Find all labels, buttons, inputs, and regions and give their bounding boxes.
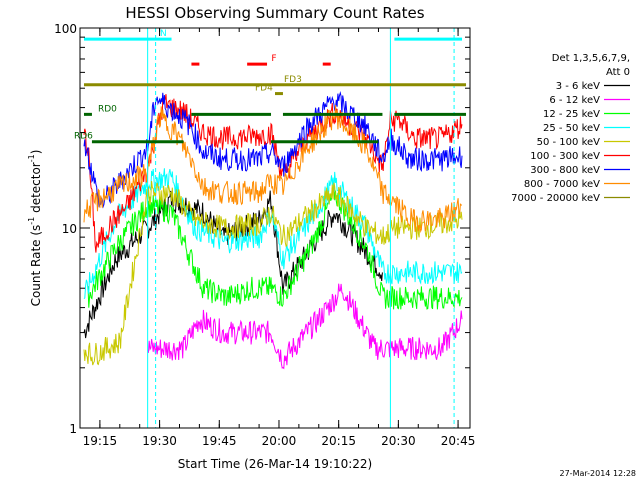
series-line-7 bbox=[83, 104, 463, 234]
x-tick-label-1: 19:30 bbox=[142, 434, 177, 448]
legend-label-8: 7000 - 20000 keV bbox=[511, 193, 600, 204]
legend-header-1: Det 1,3,5,6,7,9, bbox=[552, 53, 630, 64]
chart-title: HESSI Observing Summary Count Rates bbox=[125, 4, 424, 22]
flag-label-n: N bbox=[160, 29, 167, 39]
y-axis-label: Count Rate (s-1 detector-1) bbox=[27, 150, 43, 307]
flag-label-fd3: FD3 bbox=[284, 75, 302, 85]
legend-label-7: 800 - 7000 keV bbox=[524, 179, 600, 190]
legend-label-0: 3 - 6 keV bbox=[556, 81, 600, 92]
flag-layer: N F FD3 FD4 RD0 RD6 bbox=[74, 29, 467, 144]
x-tick-label-0: 19:15 bbox=[83, 434, 118, 448]
legend-label-5: 100 - 300 keV bbox=[530, 151, 600, 162]
flag-label-rd0: RD0 bbox=[98, 104, 117, 114]
flag-label-fd4: FD4 bbox=[255, 84, 273, 94]
legend: 3 - 6 keV 6 - 12 keV 12 - 25 keV 25 - 50 ke… bbox=[511, 81, 630, 204]
legend-label-3: 25 - 50 keV bbox=[543, 123, 600, 134]
boundary-layer bbox=[147, 28, 455, 428]
y-tick-label-0: 1 bbox=[69, 422, 77, 436]
legend-label-2: 12 - 25 keV bbox=[543, 109, 600, 120]
legend-label-4: 50 - 100 keV bbox=[537, 137, 601, 148]
x-tick-label-3: 20:00 bbox=[262, 434, 297, 448]
x-tick-label-6: 20:45 bbox=[441, 434, 476, 448]
legend-label-1: 6 - 12 keV bbox=[549, 95, 600, 106]
legend-header-2: Att 0 bbox=[606, 67, 630, 78]
legend-label-6: 300 - 800 keV bbox=[530, 165, 600, 176]
x-tick-label-4: 20:15 bbox=[321, 434, 356, 448]
series-line-4 bbox=[83, 180, 463, 366]
footer-date: 27-Mar-2014 12:28 bbox=[560, 469, 637, 478]
y-tick-label-1: 10 bbox=[62, 222, 77, 236]
flag-label-f: F bbox=[271, 54, 276, 64]
x-axis-label: Start Time (26-Mar-14 19:10:22) bbox=[178, 457, 372, 471]
y-tick-label-2: 100 bbox=[54, 22, 77, 36]
y-axis: 1 10 100 bbox=[54, 22, 470, 436]
x-axis: 19:15 19:30 19:45 20:00 20:15 20:30 20:45 bbox=[79, 28, 476, 448]
flag-label-rd6: RD6 bbox=[74, 132, 93, 142]
x-tick-label-5: 20:30 bbox=[381, 434, 416, 448]
series-line-1 bbox=[147, 283, 463, 370]
series-line-3 bbox=[83, 168, 463, 299]
x-tick-label-2: 19:45 bbox=[202, 434, 237, 448]
